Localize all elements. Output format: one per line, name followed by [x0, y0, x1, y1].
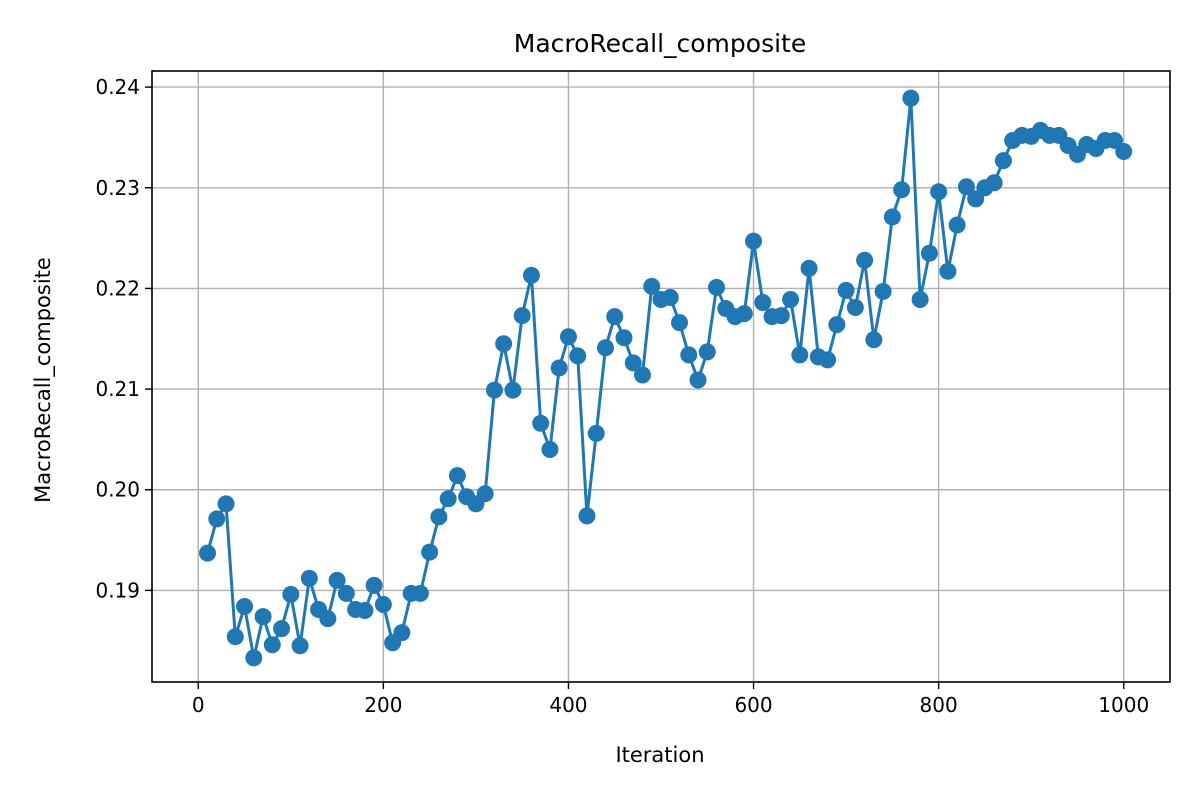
data-point [883, 208, 901, 226]
data-point [957, 178, 975, 196]
data-point [643, 277, 661, 295]
data-point [254, 608, 272, 626]
data-point [874, 282, 892, 300]
data-point [920, 244, 938, 262]
data-point [819, 351, 837, 369]
data-point [587, 424, 605, 442]
data-point [948, 216, 966, 234]
data-point [902, 89, 920, 107]
data-point [782, 290, 800, 308]
data-point [800, 259, 818, 277]
y-tick-label: 0.19 [95, 578, 140, 602]
y-tick-label: 0.21 [95, 377, 140, 401]
data-point [985, 174, 1003, 192]
data-point [837, 281, 855, 299]
plot-frame [151, 70, 1171, 683]
data-point [578, 507, 596, 525]
data-point [236, 598, 254, 616]
data-point [319, 610, 337, 628]
data-point [754, 294, 772, 312]
x-tick-label: 800 [920, 693, 958, 717]
y-axis: 0.19 0.20 0.21 0.22 0.23 0.24 [95, 75, 152, 602]
data-point [411, 584, 429, 602]
y-tick-label: 0.23 [95, 176, 140, 200]
data-point [559, 328, 577, 346]
data-point [226, 628, 244, 646]
data-point [745, 232, 763, 250]
data-point [208, 510, 226, 528]
x-tick-label: 200 [364, 693, 402, 717]
data-point [939, 262, 957, 280]
data-point [328, 571, 346, 589]
x-tick-label: 600 [734, 693, 772, 717]
data-point [911, 290, 929, 308]
data-point [846, 299, 864, 317]
data-point [199, 544, 217, 562]
data-point [671, 314, 689, 332]
data-point [485, 381, 503, 399]
series-layer [199, 89, 1133, 667]
data-point [532, 414, 550, 432]
x-axis-label: Iteration [615, 743, 704, 767]
data-point [606, 308, 624, 326]
data-point [930, 183, 948, 201]
data-point [245, 649, 263, 667]
data-point [856, 251, 874, 269]
data-point [569, 347, 587, 365]
data-point [633, 366, 651, 384]
data-point [661, 288, 679, 306]
data-point [273, 620, 291, 638]
data-point [791, 346, 809, 364]
data-point [448, 467, 466, 485]
x-tick-label: 400 [549, 693, 587, 717]
x-axis: 0 200 400 600 800 1000 [192, 682, 1149, 717]
data-point [393, 624, 411, 642]
data-point [865, 331, 883, 349]
data-point [624, 354, 642, 372]
data-point [708, 278, 726, 296]
y-tick-label: 0.24 [95, 75, 140, 99]
y-axis-label: MacroRecall_composite [31, 257, 56, 503]
data-point [291, 637, 309, 655]
x-tick-label: 1000 [1098, 693, 1149, 717]
data-point [772, 307, 790, 325]
data-point [893, 181, 911, 199]
data-point [439, 490, 457, 508]
data-point [365, 576, 383, 594]
data-point [994, 152, 1012, 170]
data-point [828, 316, 846, 334]
data-point [1115, 143, 1133, 161]
data-point [217, 495, 235, 513]
data-point [430, 508, 448, 526]
data-point [513, 307, 531, 325]
data-point [522, 266, 540, 284]
chart-title: MacroRecall_composite [514, 29, 806, 58]
x-tick-label: 0 [192, 693, 205, 717]
data-point [282, 585, 300, 603]
data-point [689, 371, 707, 389]
data-point [374, 595, 392, 613]
data-point [263, 636, 281, 654]
y-tick-label: 0.22 [95, 276, 140, 300]
data-point [421, 543, 439, 561]
data-point [596, 339, 614, 357]
data-point [476, 485, 494, 503]
data-point [337, 584, 355, 602]
data-point [615, 329, 633, 347]
data-point [680, 346, 698, 364]
data-point [300, 569, 318, 587]
data-point [504, 381, 522, 399]
data-point [550, 359, 568, 377]
y-tick-label: 0.20 [95, 478, 140, 502]
data-point [495, 335, 513, 353]
data-point [698, 343, 716, 361]
data-point [541, 440, 559, 458]
data-point [735, 305, 753, 323]
data-point [356, 602, 374, 620]
